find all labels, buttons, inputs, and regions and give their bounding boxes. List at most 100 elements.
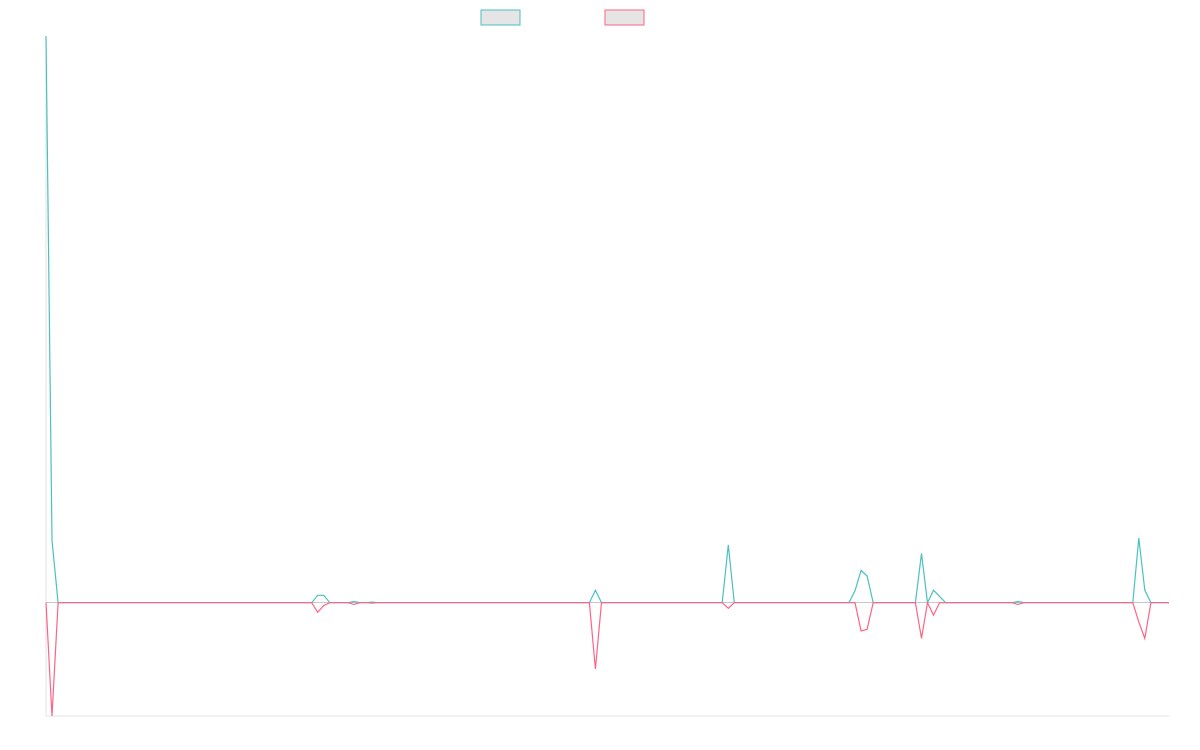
data-point[interactable]: [913, 601, 917, 605]
data-point[interactable]: [279, 601, 283, 605]
data-point[interactable]: [388, 601, 392, 605]
data-point[interactable]: [286, 601, 290, 605]
data-point[interactable]: [418, 601, 422, 605]
data-point[interactable]: [925, 601, 929, 605]
data-point[interactable]: [799, 601, 803, 605]
data-point[interactable]: [449, 601, 453, 605]
data-point[interactable]: [612, 601, 616, 605]
data-point[interactable]: [859, 629, 863, 633]
data-point[interactable]: [110, 601, 114, 605]
data-point[interactable]: [406, 601, 410, 605]
data-point[interactable]: [1076, 601, 1080, 605]
data-point[interactable]: [442, 601, 446, 605]
data-point[interactable]: [424, 601, 428, 605]
data-point[interactable]: [593, 588, 597, 592]
data-point[interactable]: [370, 601, 374, 605]
data-point[interactable]: [938, 594, 942, 598]
data-point[interactable]: [430, 601, 434, 605]
data-point[interactable]: [1107, 601, 1111, 605]
data-point[interactable]: [998, 601, 1002, 605]
data-point[interactable]: [714, 601, 718, 605]
data-point[interactable]: [853, 589, 857, 593]
data-point[interactable]: [1064, 601, 1068, 605]
data-point[interactable]: [129, 601, 133, 605]
data-point[interactable]: [805, 601, 809, 605]
data-point[interactable]: [195, 601, 199, 605]
data-point[interactable]: [1052, 601, 1056, 605]
data-point[interactable]: [159, 601, 163, 605]
data-point[interactable]: [907, 601, 911, 605]
data-point[interactable]: [708, 601, 712, 605]
data-point[interactable]: [62, 601, 66, 605]
data-point[interactable]: [1022, 601, 1026, 605]
data-point[interactable]: [756, 601, 760, 605]
data-point[interactable]: [491, 601, 495, 605]
data-point[interactable]: [672, 601, 676, 605]
data-point[interactable]: [859, 568, 863, 572]
data-point[interactable]: [298, 601, 302, 605]
data-point[interactable]: [811, 601, 815, 605]
data-point[interactable]: [394, 601, 398, 605]
data-point[interactable]: [201, 601, 205, 605]
data-point[interactable]: [533, 601, 537, 605]
data-point[interactable]: [738, 601, 742, 605]
data-point[interactable]: [762, 601, 766, 605]
data-point[interactable]: [726, 606, 730, 610]
data-point[interactable]: [80, 601, 84, 605]
data-point[interactable]: [654, 601, 658, 605]
data-point[interactable]: [956, 601, 960, 605]
data-point[interactable]: [684, 601, 688, 605]
data-point[interactable]: [50, 538, 54, 542]
data-point[interactable]: [986, 601, 990, 605]
data-point[interactable]: [720, 601, 724, 605]
data-point[interactable]: [243, 601, 247, 605]
data-point[interactable]: [630, 601, 634, 605]
data-point[interactable]: [732, 601, 736, 605]
data-point[interactable]: [364, 601, 368, 605]
data-point[interactable]: [231, 601, 235, 605]
data-point[interactable]: [575, 601, 579, 605]
data-point[interactable]: [473, 601, 477, 605]
data-point[interactable]: [841, 601, 845, 605]
data-point[interactable]: [479, 601, 483, 605]
data-point[interactable]: [249, 601, 253, 605]
data-point[interactable]: [593, 667, 597, 671]
data-point[interactable]: [865, 627, 869, 631]
data-point[interactable]: [817, 601, 821, 605]
data-point[interactable]: [455, 601, 459, 605]
legend-swatch-0[interactable]: [480, 9, 521, 26]
data-point[interactable]: [485, 601, 489, 605]
data-point[interactable]: [122, 601, 126, 605]
data-point[interactable]: [1058, 601, 1062, 605]
data-point[interactable]: [938, 601, 942, 605]
data-point[interactable]: [545, 601, 549, 605]
data-point[interactable]: [316, 593, 320, 597]
data-point[interactable]: [702, 601, 706, 605]
data-point[interactable]: [919, 636, 923, 640]
data-point[interactable]: [322, 593, 326, 597]
data-point[interactable]: [461, 601, 465, 605]
data-point[interactable]: [358, 601, 362, 605]
data-point[interactable]: [273, 601, 277, 605]
data-point[interactable]: [835, 601, 839, 605]
data-point[interactable]: [1125, 601, 1129, 605]
data-point[interactable]: [1095, 601, 1099, 605]
data-point[interactable]: [292, 601, 296, 605]
data-point[interactable]: [1046, 601, 1050, 605]
data-point[interactable]: [599, 601, 603, 605]
data-point[interactable]: [829, 601, 833, 605]
data-point[interactable]: [177, 601, 181, 605]
data-point[interactable]: [44, 601, 48, 605]
data-point[interactable]: [153, 601, 157, 605]
data-point[interactable]: [1167, 601, 1171, 605]
data-point[interactable]: [950, 601, 954, 605]
data-point[interactable]: [267, 601, 271, 605]
data-point[interactable]: [1028, 601, 1032, 605]
data-point[interactable]: [310, 601, 314, 605]
data-point[interactable]: [261, 601, 265, 605]
data-point[interactable]: [932, 613, 936, 617]
data-point[interactable]: [225, 601, 229, 605]
data-point[interactable]: [744, 601, 748, 605]
data-point[interactable]: [1089, 601, 1093, 605]
data-point[interactable]: [1155, 601, 1159, 605]
